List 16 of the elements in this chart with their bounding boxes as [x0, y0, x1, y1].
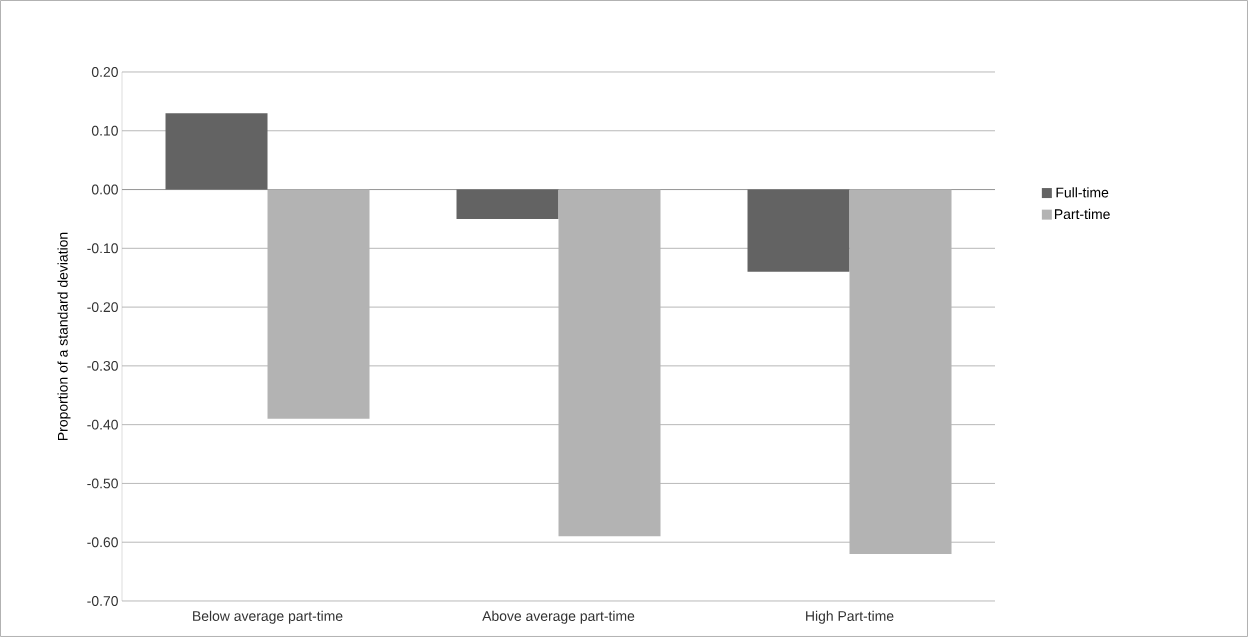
y-tick-label: 0.00 [91, 184, 118, 195]
y-axis-title: Proportion of a standard deviation [57, 232, 71, 441]
y-tick-label: -0.60 [87, 537, 118, 548]
y-tick-label: -0.30 [87, 360, 118, 371]
y-tick-label: -0.20 [87, 302, 118, 313]
x-tick-label: High Part-time [806, 610, 894, 624]
x-tick-label: Above average part-time [482, 610, 635, 624]
y-tick-label: 0.10 [91, 125, 118, 136]
y-tick-label: -0.10 [87, 243, 118, 254]
y-tick-label: -0.50 [87, 478, 118, 489]
y-tick-label: 0.20 [91, 67, 118, 77]
y-tick-label: -0.40 [87, 419, 118, 430]
legend-label: Full-time [1056, 187, 1109, 198]
legend-label: Part-time [1054, 208, 1110, 220]
x-tick-label: Below average part-time [193, 610, 343, 624]
y-tick-label: -0.70 [87, 596, 118, 606]
